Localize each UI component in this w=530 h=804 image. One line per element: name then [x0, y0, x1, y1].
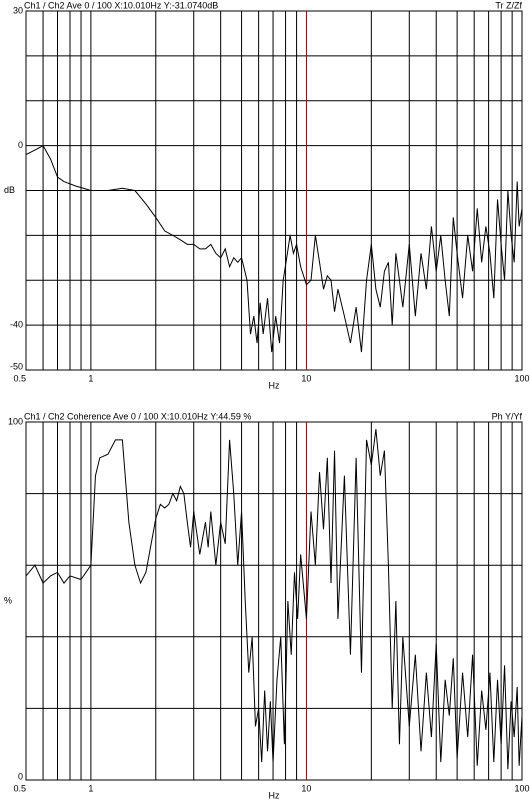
x-tick-label: 0.5: [13, 373, 26, 383]
chart-title: Ch1 / Ch2 Coherence Ave 0 / 100 X:10.010…: [24, 411, 251, 421]
data-line: [25, 429, 523, 770]
y-axis-label: dB: [4, 185, 15, 195]
x-tick-label: 1: [88, 783, 93, 793]
plot-frame: [25, 10, 523, 371]
mode-label: Ph Y/Yf: [492, 411, 523, 421]
mode-label: Tr Z/Zf: [495, 0, 522, 10]
x-tick-label: 100: [514, 373, 529, 383]
y-tick-label: 0: [18, 140, 23, 150]
y-tick-label: -50: [10, 361, 23, 371]
data-line: [25, 144, 523, 353]
y-axis-label: %: [4, 595, 12, 605]
x-tick-label: 1: [88, 373, 93, 383]
y-tick-label: 0: [18, 771, 23, 781]
x-tick-label: 100: [514, 783, 529, 793]
y-tick-label: 100: [8, 416, 23, 426]
plot-frame: [25, 421, 523, 781]
x-tick-label: 10: [301, 783, 311, 793]
x-tick-label: 0.5: [13, 783, 26, 793]
y-tick-label: 30: [13, 5, 23, 15]
y-tick-label: -40: [10, 320, 23, 330]
x-axis-label: Hz: [269, 790, 280, 800]
chart-title: Ch1 / Ch2 Ave 0 / 100 X:10.010Hz Y:-31.0…: [24, 0, 218, 10]
x-axis-label: Hz: [269, 380, 280, 390]
x-tick-label: 10: [301, 373, 311, 383]
